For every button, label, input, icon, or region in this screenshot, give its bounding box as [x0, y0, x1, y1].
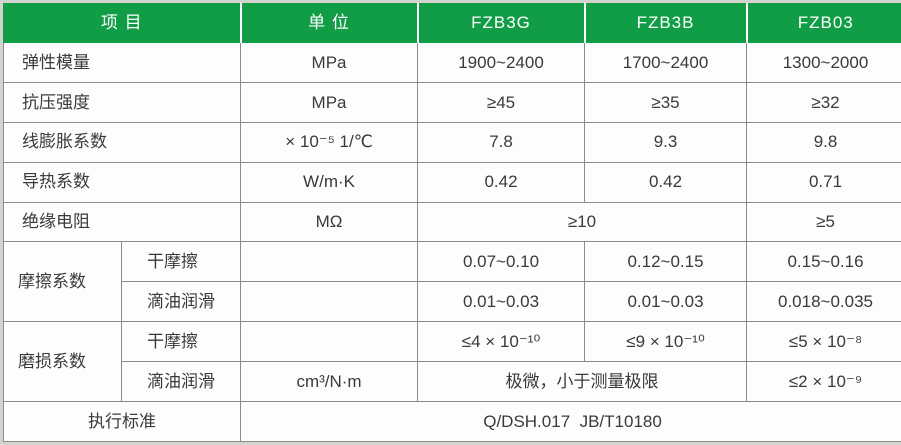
- linear-expansion-label: 线膨胀系数: [2, 121, 242, 163]
- compressive-strength-fzb3b: ≥35: [584, 81, 748, 123]
- wear-oil-unit: cm³/N·m: [240, 361, 419, 403]
- row-standard: 执行标准 Q/DSH.017 JB/T10180: [2, 401, 901, 442]
- friction-dry-fzb3g: 0.07~0.10: [417, 241, 586, 283]
- elastic-modulus-fzb03: 1300~2000: [746, 42, 901, 83]
- row-wear-oil: 滴油润滑 cm³/N·m 极微，小于测量极限 ≤2 × 10⁻⁹: [4, 361, 901, 403]
- compressive-strength-fzb3g: ≥45: [417, 81, 586, 123]
- friction-dry-unit-empty: [240, 241, 419, 283]
- friction-dry-label: 干摩擦: [120, 241, 242, 283]
- row-friction-dry: 摩擦系数 干摩擦 0.07~0.10 0.12~0.15 0.15~0.16: [3, 241, 901, 323]
- thermal-conductivity-fzb03: 0.71: [746, 161, 901, 203]
- wear-dry-fzb3g: ≤4 × 10⁻¹⁰: [417, 321, 586, 363]
- wear-coefficient-label: 磨损系数: [3, 321, 122, 403]
- insulation-resistance-unit: MΩ: [240, 201, 419, 243]
- row-elastic-modulus: 弹性模量 MPa 1900~2400 1700~2400 1300~2000: [2, 42, 901, 83]
- wear-dry-unit-empty: [240, 321, 419, 363]
- spec-table: 项 目 单 位 FZB3G FZB3B FZB03 弹性模量 MPa 1900~…: [2, 3, 901, 442]
- insulation-resistance-fzb3g-fzb3b: ≥10: [417, 201, 748, 243]
- thermal-conductivity-fzb3b: 0.42: [584, 161, 748, 203]
- header-product-fzb3g: FZB3G: [416, 3, 586, 43]
- compressive-strength-label: 抗压强度: [2, 81, 242, 123]
- wear-oil-fzb03: ≤2 × 10⁻⁹: [746, 361, 901, 403]
- row-thermal-conductivity: 导热系数 W/m·K 0.42 0.42 0.71: [2, 161, 901, 203]
- insulation-resistance-label: 绝缘电阻: [2, 201, 242, 243]
- wear-dry-fzb3b: ≤9 × 10⁻¹⁰: [584, 321, 748, 363]
- thermal-conductivity-label: 导热系数: [2, 161, 242, 203]
- elastic-modulus-label: 弹性模量: [2, 42, 242, 83]
- friction-dry-fzb3b: 0.12~0.15: [584, 241, 748, 283]
- wear-oil-fzb3g-fzb3b: 极微，小于测量极限: [417, 361, 748, 403]
- linear-expansion-fzb3g: 7.8: [417, 121, 586, 163]
- thermal-conductivity-unit: W/m·K: [240, 161, 419, 203]
- friction-oil-unit-empty: [240, 281, 419, 323]
- linear-expansion-fzb03: 9.8: [746, 121, 901, 163]
- friction-oil-fzb3g: 0.01~0.03: [417, 281, 586, 323]
- row-wear-dry: 磨损系数 干摩擦 ≤4 × 10⁻¹⁰ ≤9 × 10⁻¹⁰ ≤5 × 10⁻⁸: [3, 321, 901, 403]
- compressive-strength-unit: MPa: [240, 81, 419, 123]
- friction-oil-label: 滴油润滑: [120, 281, 242, 323]
- standard-label: 执行标准: [2, 401, 242, 442]
- insulation-resistance-fzb03: ≥5: [746, 201, 901, 243]
- friction-oil-fzb3b: 0.01~0.03: [584, 281, 748, 323]
- friction-oil-fzb03: 0.018~0.035: [746, 281, 901, 323]
- header-unit: 单 位: [239, 3, 419, 43]
- elastic-modulus-unit: MPa: [240, 42, 419, 83]
- friction-dry-fzb03: 0.15~0.16: [746, 241, 901, 283]
- linear-expansion-fzb3b: 9.3: [584, 121, 748, 163]
- elastic-modulus-fzb3b: 1700~2400: [584, 42, 748, 83]
- header-row: 项 目 单 位 FZB3G FZB3B FZB03: [2, 3, 901, 43]
- row-friction-oil: 滴油润滑 0.01~0.03 0.01~0.03 0.018~0.035: [4, 281, 901, 323]
- friction-coefficient-label: 摩擦系数: [3, 241, 122, 323]
- row-insulation-resistance: 绝缘电阻 MΩ ≥10 ≥5: [2, 201, 901, 243]
- wear-dry-label: 干摩擦: [120, 321, 242, 363]
- standard-value: Q/DSH.017 JB/T10180: [240, 401, 901, 442]
- header-product-fzb03: FZB03: [745, 3, 901, 43]
- linear-expansion-unit: × 10⁻⁵ 1/℃: [240, 121, 419, 163]
- elastic-modulus-fzb3g: 1900~2400: [417, 42, 586, 83]
- thermal-conductivity-fzb3g: 0.42: [417, 161, 586, 203]
- compressive-strength-fzb03: ≥32: [746, 81, 901, 123]
- header-item: 项 目: [2, 3, 242, 43]
- header-product-fzb3b: FZB3B: [583, 3, 748, 43]
- wear-dry-fzb03: ≤5 × 10⁻⁸: [746, 321, 901, 363]
- row-linear-expansion: 线膨胀系数 × 10⁻⁵ 1/℃ 7.8 9.3 9.8: [2, 121, 901, 163]
- wear-oil-label: 滴油润滑: [120, 361, 242, 403]
- row-compressive-strength: 抗压强度 MPa ≥45 ≥35 ≥32: [2, 81, 901, 123]
